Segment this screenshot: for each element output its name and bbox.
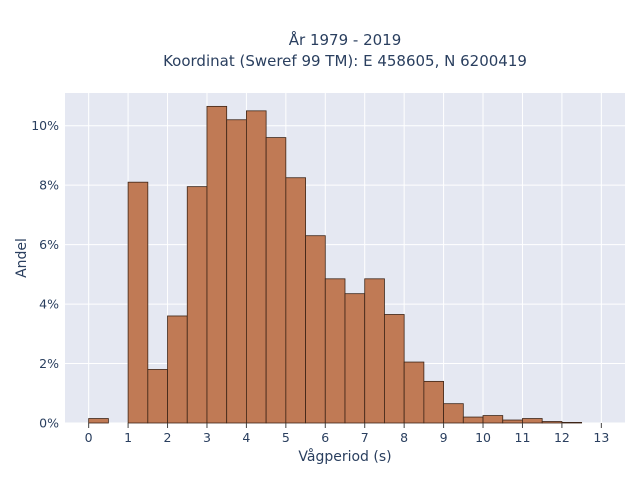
y-tick-label: 4% [39, 297, 59, 312]
x-tick-label: 0 [85, 430, 93, 445]
y-tick-label: 10% [31, 118, 59, 133]
x-tick-label: 10 [475, 430, 491, 445]
histogram-bar [285, 177, 306, 424]
histogram-bar [265, 137, 287, 424]
x-axis-ticks: 0 1 2 3 4 5 6 7 8 9 10 11 12 13 [85, 423, 609, 445]
histogram-bar [423, 380, 444, 424]
histogram-bar [246, 110, 267, 424]
y-axis-label: Andel [14, 238, 30, 278]
histogram-bar [88, 418, 109, 424]
x-tick-label: 11 [515, 430, 531, 445]
x-tick-label: 13 [593, 430, 609, 445]
y-axis-ticks: 0% 2% 4% 6% 8% 10% [31, 118, 59, 430]
x-tick-label: 12 [554, 430, 570, 445]
chart-title-line1: År 1979 - 2019 [289, 30, 402, 49]
x-tick-label: 1 [124, 430, 132, 445]
x-axis-label: Vågperiod (s) [298, 448, 391, 465]
histogram-bar [344, 293, 366, 424]
x-tick-label: 8 [400, 430, 408, 445]
histogram-bar [305, 235, 326, 424]
histogram-bar [186, 186, 208, 424]
x-tick-label: 5 [282, 430, 290, 445]
x-tick-label: 4 [242, 430, 250, 445]
histogram-bar [324, 278, 346, 424]
y-tick-label: 6% [39, 237, 59, 252]
histogram-bar [561, 422, 583, 424]
y-tick-label: 0% [39, 416, 59, 431]
histogram-bar [502, 419, 523, 424]
histogram-bar [443, 403, 464, 424]
x-tick-label: 7 [361, 430, 369, 445]
x-tick-label: 2 [164, 430, 172, 445]
histogram-bar [127, 181, 149, 424]
chart-title-line2: Koordinat (Sweref 99 TM): E 458605, N 62… [163, 52, 527, 70]
histogram-bar [522, 418, 543, 424]
x-tick-label: 9 [440, 430, 448, 445]
histogram-bar [462, 416, 484, 424]
histogram-bar [403, 361, 425, 424]
histogram-bar [541, 421, 563, 424]
histogram-bar [206, 105, 228, 424]
histogram-bar [147, 369, 168, 424]
histogram-bar [364, 278, 385, 424]
histogram-bar [384, 314, 405, 424]
histogram-bar [482, 415, 504, 424]
x-tick-label: 6 [321, 430, 329, 445]
y-tick-label: 8% [39, 178, 59, 193]
y-tick-label: 2% [39, 356, 59, 371]
bars [88, 105, 583, 424]
x-tick-label: 3 [203, 430, 211, 445]
histogram-bar [167, 315, 188, 424]
histogram-bar [226, 119, 247, 424]
